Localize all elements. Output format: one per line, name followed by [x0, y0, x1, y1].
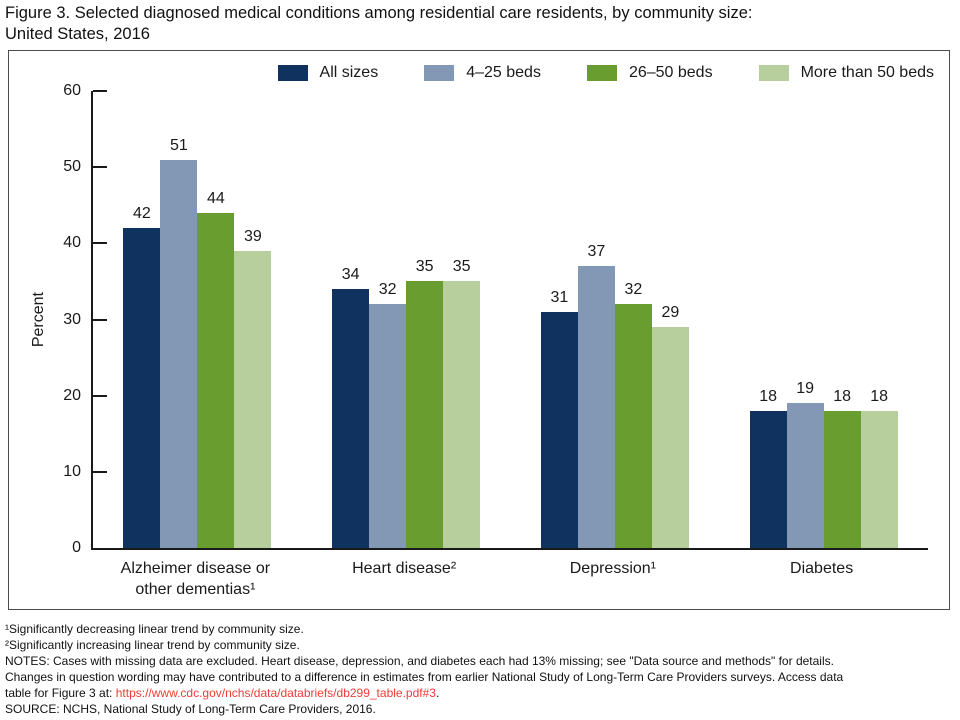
x-category-label-2: Depression¹	[509, 558, 718, 600]
bar-value-label: 18	[833, 387, 852, 405]
bar-value-label: 18	[870, 387, 889, 405]
bar: 35	[406, 258, 444, 548]
y-axis-tick-label: 0	[72, 539, 81, 556]
x-category-label-line: Depression¹	[569, 560, 656, 577]
bar-value-label: 18	[759, 387, 778, 405]
bar: 18	[749, 388, 787, 548]
legend-item-0: All sizes	[277, 64, 379, 82]
legend-swatch-icon	[586, 65, 617, 81]
bar: 32	[614, 281, 652, 548]
notes-line-3: table for Figure 3 at: https://www.cdc.g…	[5, 685, 843, 701]
bar: 18	[860, 388, 898, 548]
bar: 35	[443, 258, 481, 548]
bar: 42	[123, 205, 161, 548]
bar-value-label: 29	[661, 304, 680, 322]
bar-value-label: 19	[796, 380, 815, 398]
bar-group-3: 18 19 18 18	[719, 91, 928, 548]
x-axis-labels: Alzheimer disease or other dementias¹ Hear…	[91, 558, 926, 600]
legend-label: 26–50 beds	[628, 64, 713, 81]
figure-title-line-1: Figure 3. Selected diagnosed medical con…	[5, 4, 753, 22]
bar-groups: 42 51 44 39 34 32 35 35 31 37 32 29 18 19 18 18	[93, 91, 928, 548]
bar-value-label: 32	[378, 281, 397, 299]
bar: 44	[197, 190, 235, 548]
bar-value-label: 37	[587, 243, 606, 261]
bar-value-label: 34	[341, 266, 360, 284]
legend-label: More than 50 beds	[800, 64, 934, 81]
bar: 32	[369, 281, 407, 548]
y-axis-tick-label: 30	[63, 310, 81, 328]
bar-value-label: 35	[452, 258, 471, 276]
bar-value-label: 31	[550, 288, 569, 306]
x-category-label-0: Alzheimer disease or other dementias¹	[91, 558, 300, 600]
bar: 34	[332, 266, 370, 548]
notes-line-3-suffix: .	[435, 686, 440, 700]
bar: 18	[823, 388, 861, 548]
y-axis-tick-label: 40	[63, 234, 81, 252]
chart-legend: All sizes 4–25 beds 26–50 beds More than 50…	[277, 64, 934, 82]
bar: 19	[786, 380, 824, 548]
y-axis-tick	[93, 470, 107, 473]
chart-frame: All sizes 4–25 beds 26–50 beds More than 50…	[8, 50, 950, 610]
x-category-label-line: Alzheimer disease or	[120, 560, 271, 577]
y-axis-tick	[93, 318, 107, 321]
bar-value-label: 39	[243, 227, 262, 245]
bar: 39	[234, 228, 272, 548]
legend-item-2: 26–50 beds	[586, 64, 713, 82]
y-axis-tick	[93, 394, 107, 397]
bar-value-label: 35	[415, 258, 434, 276]
notes-line-1: NOTES: Cases with missing data are exclu…	[5, 654, 834, 668]
data-table-link[interactable]: https://www.cdc.gov/nchs/data/databriefs…	[115, 686, 436, 700]
bar: 37	[577, 243, 615, 548]
figure-title-line-2: United States, 2016	[5, 25, 150, 43]
legend-swatch-icon	[277, 65, 308, 81]
bar: 31	[540, 289, 578, 548]
legend-swatch-icon	[424, 65, 455, 81]
footnote-1: ¹Significantly decreasing linear trend b…	[5, 622, 304, 636]
legend-label: 4–25 beds	[466, 64, 541, 81]
footnote-2: ²Significantly increasing linear trend b…	[5, 638, 300, 652]
y-axis-tick-label: 20	[63, 386, 81, 404]
legend-label: All sizes	[319, 64, 379, 81]
bar-group-2: 31 37 32 29	[511, 91, 720, 548]
x-category-label-3: Diabetes	[717, 558, 926, 600]
legend-item-3: More than 50 beds	[758, 64, 934, 82]
bar: 51	[160, 137, 198, 548]
x-category-label-line: Diabetes	[790, 560, 854, 577]
x-category-label-line: other dementias¹	[135, 581, 256, 598]
plot-area: 42 51 44 39 34 32 35 35 31 37 32 29 18 19 18 18 0 10 20 30…	[63, 82, 928, 556]
footnotes: ¹Significantly decreasing linear trend b…	[5, 621, 843, 717]
bar-value-label: 32	[624, 281, 643, 299]
bar-value-label: 44	[206, 189, 225, 207]
legend-item-1: 4–25 beds	[424, 64, 541, 82]
y-axis-tick	[93, 90, 107, 92]
figure-title: Figure 3. Selected diagnosed medical con…	[5, 3, 752, 45]
bar-value-label: 42	[132, 205, 151, 223]
bar-group-1: 34 32 35 35	[302, 91, 511, 548]
y-axis-tick	[93, 166, 107, 169]
y-axis-tick-label: 60	[63, 82, 81, 99]
y-axis-tick-label: 50	[63, 158, 81, 176]
x-category-label-1: Heart disease²	[300, 558, 509, 600]
y-axis-tick	[93, 242, 107, 245]
notes-line-2: Changes in question wording may have con…	[5, 670, 844, 684]
bar-value-label: 51	[169, 136, 188, 154]
notes-line-3-prefix: table for Figure 3 at:	[5, 686, 116, 700]
y-axis-tick-label: 10	[63, 462, 81, 480]
legend-swatch-icon	[758, 65, 789, 81]
source-line: SOURCE: NCHS, National Study of Long-Ter…	[5, 702, 376, 716]
bar-group-0: 42 51 44 39	[93, 91, 302, 548]
x-category-label-line: Heart disease²	[352, 560, 457, 577]
bar: 29	[651, 304, 689, 548]
